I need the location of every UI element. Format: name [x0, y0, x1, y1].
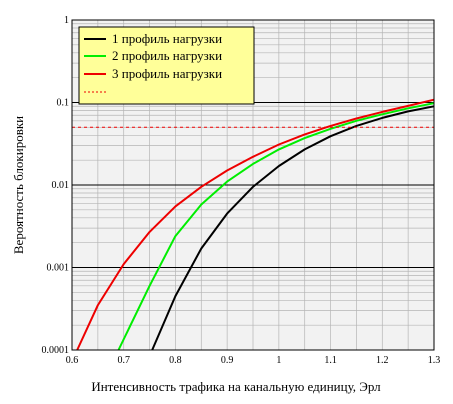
series-line-3	[76, 98, 435, 351]
series-line-2	[117, 102, 435, 351]
x-tick-label: 0.7	[117, 355, 130, 366]
x-tick-label: 0.8	[169, 355, 182, 366]
legend: 1 профиль нагрузки 2 профиль нагрузки 3 …	[78, 26, 255, 105]
tick-labels: 0.6 0.7 0.8 0.9 1 1.1 1.2 1.3 0.0001 0.001 0.01 0.1…	[42, 15, 441, 366]
legend-box	[78, 26, 255, 105]
legend-label-series-1: 1 профиль нагрузки	[112, 31, 222, 46]
y-tick-label: 0.001	[47, 263, 70, 274]
x-tick-label: 1.3	[428, 355, 441, 366]
x-tick-label: 0.9	[221, 355, 234, 366]
series-lines	[72, 98, 435, 351]
x-tick-label: 0.6	[66, 355, 79, 366]
legend-label-series-3: 3 профиль нагрузки	[112, 66, 222, 81]
x-axis-title: Интенсивность трафика на канальную едини…	[91, 379, 381, 394]
legend-label-series-2: 2 профиль нагрузки	[112, 48, 222, 63]
y-axis-title: Вероятность блокировки	[11, 116, 26, 254]
y-tick-label: 0.0001	[42, 345, 70, 356]
x-tick-label: 1.2	[376, 355, 389, 366]
series-line-1	[151, 105, 435, 351]
y-tick-label: 0.1	[57, 98, 70, 109]
plot-border	[71, 19, 435, 351]
y-tick-label: 1	[64, 15, 69, 26]
x-tick-label: 1.1	[324, 355, 337, 366]
y-tick-label: 0.01	[52, 180, 70, 191]
x-tick-label: 1	[276, 355, 281, 366]
